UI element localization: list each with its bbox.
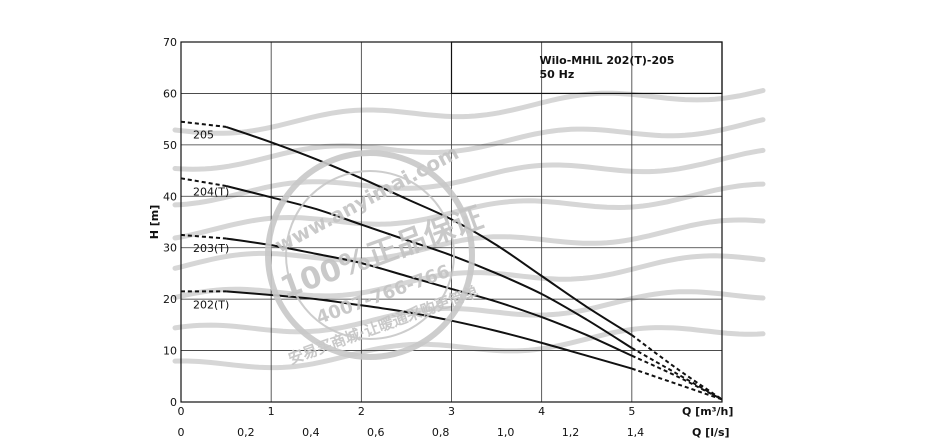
x2-axis-label: Q [l/s]	[692, 426, 730, 439]
y-tick-label: 30	[163, 242, 177, 255]
x-tick-label: 1	[268, 405, 275, 418]
x2-axis-ticks: 0 0,2 0,4 0,6 0,8 1,0 1,2 1,4	[178, 426, 645, 439]
y-tick-label: 70	[163, 36, 177, 49]
x2-tick-label: 0,2	[237, 426, 255, 439]
curve-202(T)-dashed-end	[631, 367, 723, 401]
curve-204(T)-dashed-end	[631, 347, 723, 401]
x2-tick-label: 1,0	[497, 426, 515, 439]
curve-203(T)	[225, 237, 633, 357]
y-tick-label: 20	[163, 293, 177, 306]
x-tick-label: 2	[358, 405, 365, 418]
x-tick-label: 0	[178, 405, 185, 418]
series-label: 203(T)	[193, 242, 229, 255]
series-label: 205	[193, 129, 214, 142]
y-tick-label: 60	[163, 87, 177, 100]
x2-tick-label: 0,8	[432, 426, 450, 439]
chart-title: Wilo-MHIL 202(T)-205	[540, 54, 675, 67]
x-tick-label: 3	[448, 405, 455, 418]
watermark-wave	[172, 289, 766, 335]
series-label: 202(T)	[193, 298, 229, 311]
curve-205-dashed-start	[180, 120, 227, 128]
watermark-wave	[172, 147, 766, 208]
watermark-wave	[172, 117, 766, 172]
y-axis-label: H [m]	[148, 205, 161, 240]
y-tick-label: 0	[170, 396, 177, 409]
curve-205	[225, 125, 633, 336]
x-tick-label: 4	[538, 405, 545, 418]
x2-tick-label: 1,2	[562, 426, 580, 439]
pump-curves: 205 204(T) 203(T) 202(T)	[180, 120, 723, 401]
x-tick-label: 5	[628, 405, 635, 418]
x-axis-label: Q [m³/h]	[682, 405, 733, 418]
series-label: 204(T)	[193, 185, 229, 198]
watermark-wave	[172, 325, 766, 371]
curve-203(T)-dashed-end	[631, 354, 723, 401]
x2-tick-label: 1,4	[627, 426, 645, 439]
title-box	[450, 41, 723, 95]
chart-subtitle: 50 Hz	[540, 68, 575, 81]
y-tick-label: 50	[163, 139, 177, 152]
x-axis-ticks: 0 1 2 3 4 5	[178, 405, 636, 418]
y-tick-label: 40	[163, 190, 177, 203]
x2-tick-label: 0,6	[367, 426, 385, 439]
curve-204(T)	[225, 185, 633, 349]
x2-tick-label: 0,4	[302, 426, 320, 439]
watermark-wave	[172, 88, 766, 136]
curve-205-dashed-end	[631, 334, 723, 401]
curve-203(T)-dashed-start	[180, 233, 227, 240]
y-axis-ticks: 0 10 20 30 40 50 60 70	[163, 36, 177, 409]
curve-204(T)-dashed-start	[180, 177, 227, 187]
y-tick-label: 10	[163, 345, 177, 358]
x2-tick-label: 0	[178, 426, 185, 439]
